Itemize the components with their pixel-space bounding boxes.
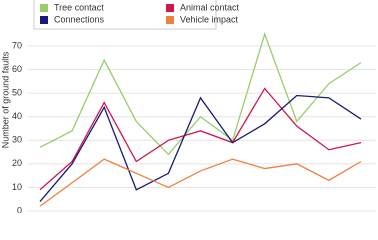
y-tick-label: 0 — [17, 205, 22, 213]
legend-box — [33, 0, 217, 30]
legend-label: Animal contact — [180, 2, 240, 12]
y-tick-label: 60 — [12, 64, 22, 74]
series-line — [39, 87, 362, 191]
series-line — [39, 158, 362, 207]
y-tick-label: 10 — [12, 182, 22, 192]
legend: Tree contact Animal contact Connections Veh… — [33, 0, 240, 30]
y-tick-label: 40 — [12, 111, 22, 121]
legend-swatch — [166, 16, 174, 24]
legend-label: Connections — [54, 14, 105, 24]
plot-area: 0 10 20 30 40 50 60 70 — [12, 32, 376, 213]
legend-label: Vehicle impact — [180, 14, 239, 24]
y-tick-label: 70 — [12, 40, 22, 50]
legend-swatch — [166, 4, 174, 12]
legend-label: Tree contact — [54, 2, 104, 12]
y-tick-label: 20 — [12, 158, 22, 168]
y-tick-label: 30 — [12, 135, 22, 145]
series-line — [39, 32, 362, 156]
legend-swatch — [40, 4, 48, 12]
legend-swatch — [40, 16, 48, 24]
y-tick-label: 50 — [12, 88, 22, 98]
chart: Number of ground faults 010203040506070 … — [0, 0, 376, 213]
y-axis-label: Number of ground faults — [0, 51, 10, 148]
series-line — [39, 94, 362, 202]
